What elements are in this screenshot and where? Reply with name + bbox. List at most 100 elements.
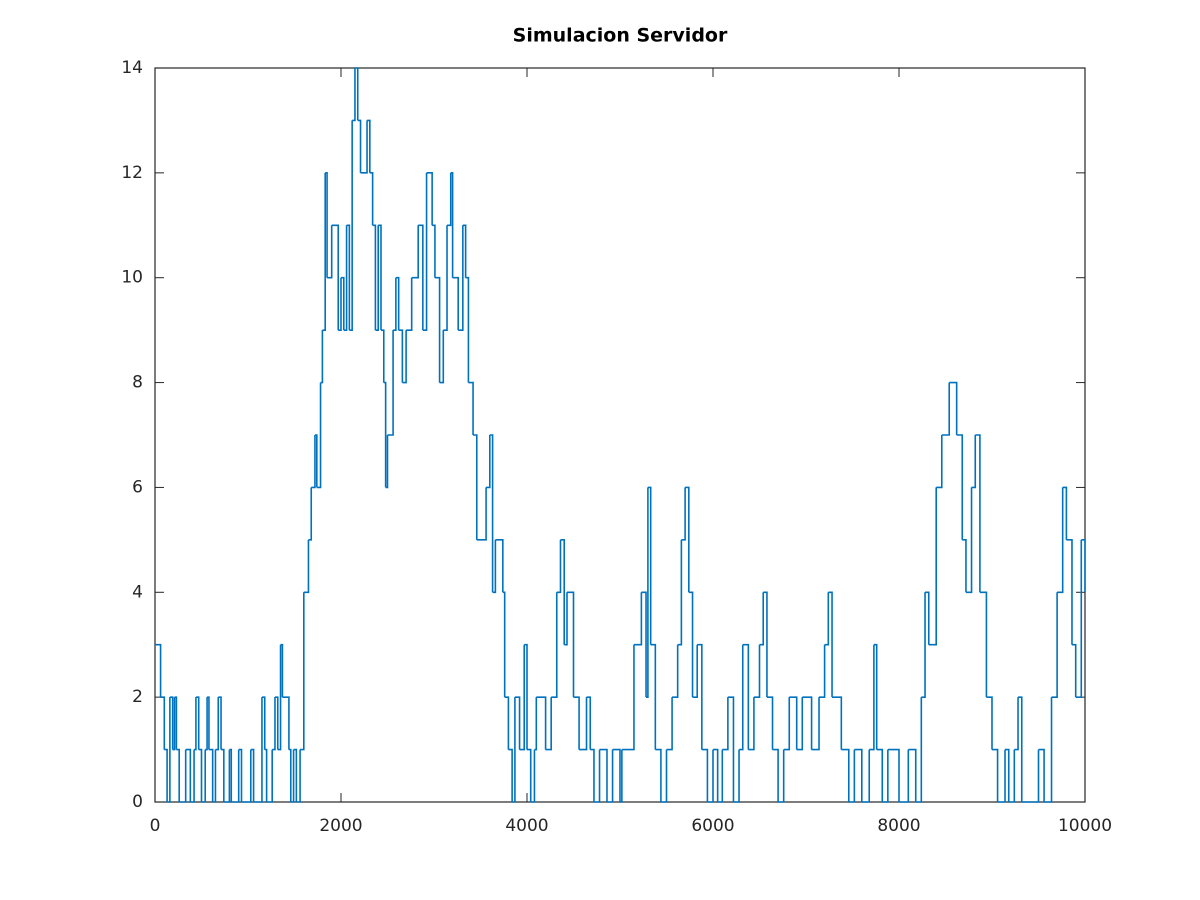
- step: [707, 749, 714, 803]
- step: [772, 748, 779, 802]
- x-tick-label: 6000: [691, 816, 734, 836]
- step: [1081, 539, 1086, 593]
- step: [949, 381, 958, 435]
- step: [418, 224, 424, 331]
- step: [492, 539, 497, 594]
- step: [241, 749, 252, 803]
- step: [921, 592, 926, 698]
- step: [343, 225, 348, 331]
- step: [620, 749, 623, 803]
- step: [848, 749, 856, 803]
- step: [378, 224, 382, 331]
- step: [352, 68, 356, 122]
- y-tick-label: 0: [132, 792, 143, 812]
- step: [692, 644, 698, 698]
- step: [198, 748, 203, 802]
- step: [650, 643, 657, 750]
- step: [1018, 696, 1023, 802]
- step: [759, 592, 765, 646]
- step: [766, 696, 774, 750]
- y-tick-label: 2: [132, 687, 143, 707]
- y-tick-label: 4: [132, 582, 143, 602]
- step: [426, 172, 433, 226]
- step: [936, 435, 943, 489]
- step: [489, 434, 494, 593]
- step: [314, 434, 318, 488]
- step: [612, 748, 621, 802]
- step: [672, 644, 679, 698]
- step: [207, 696, 210, 750]
- step: [962, 539, 967, 593]
- step: [819, 644, 826, 698]
- step: [701, 748, 709, 802]
- step: [406, 277, 413, 331]
- step: [646, 487, 649, 698]
- step: [174, 696, 178, 750]
- step: [1062, 486, 1068, 540]
- step: [876, 748, 884, 802]
- step: [956, 434, 964, 540]
- step: [380, 329, 385, 383]
- step: [320, 330, 324, 384]
- step: [887, 748, 900, 802]
- step: [367, 119, 371, 173]
- step: [434, 276, 441, 383]
- step: [742, 643, 750, 750]
- step: [882, 749, 889, 803]
- step: [551, 592, 558, 698]
- step: [402, 330, 407, 384]
- step: [666, 697, 673, 751]
- step: [296, 749, 301, 803]
- step: [253, 697, 263, 803]
- step: [655, 748, 662, 802]
- step: [372, 224, 377, 331]
- step: [688, 591, 694, 698]
- step: [748, 697, 755, 751]
- step: [385, 435, 389, 489]
- step: [527, 748, 532, 802]
- step: [789, 696, 798, 750]
- step: [1005, 748, 1010, 802]
- step: [476, 487, 487, 541]
- step: [439, 330, 445, 384]
- step: [508, 748, 513, 802]
- step: [717, 749, 724, 803]
- step: [986, 696, 993, 750]
- step: [965, 487, 973, 594]
- step: [713, 748, 719, 802]
- step: [832, 696, 843, 750]
- step: [195, 696, 200, 750]
- step: [164, 748, 168, 802]
- step: [1044, 697, 1053, 803]
- step: [941, 382, 951, 436]
- step: [1057, 487, 1064, 594]
- step: [473, 434, 478, 540]
- step: [633, 592, 643, 646]
- step: [545, 697, 552, 751]
- step: [783, 697, 791, 751]
- step: [1066, 539, 1073, 645]
- step: [387, 330, 394, 436]
- step: [357, 119, 362, 173]
- step: [566, 591, 575, 698]
- step: [841, 748, 850, 802]
- step: [325, 172, 328, 278]
- step: [290, 749, 295, 803]
- step: [975, 434, 981, 593]
- step: [1051, 592, 1058, 698]
- x-tick-label: 8000: [877, 816, 920, 836]
- step: [685, 486, 690, 593]
- step: [869, 644, 875, 751]
- step: [992, 748, 999, 802]
- step: [1075, 539, 1083, 698]
- step: [272, 697, 276, 751]
- step: [486, 435, 491, 489]
- step: [369, 172, 374, 226]
- step: [238, 748, 243, 802]
- step: [504, 696, 510, 750]
- step: [778, 749, 785, 803]
- step: [534, 697, 538, 751]
- step: [1021, 749, 1040, 803]
- y-tick-label: 14: [121, 58, 143, 78]
